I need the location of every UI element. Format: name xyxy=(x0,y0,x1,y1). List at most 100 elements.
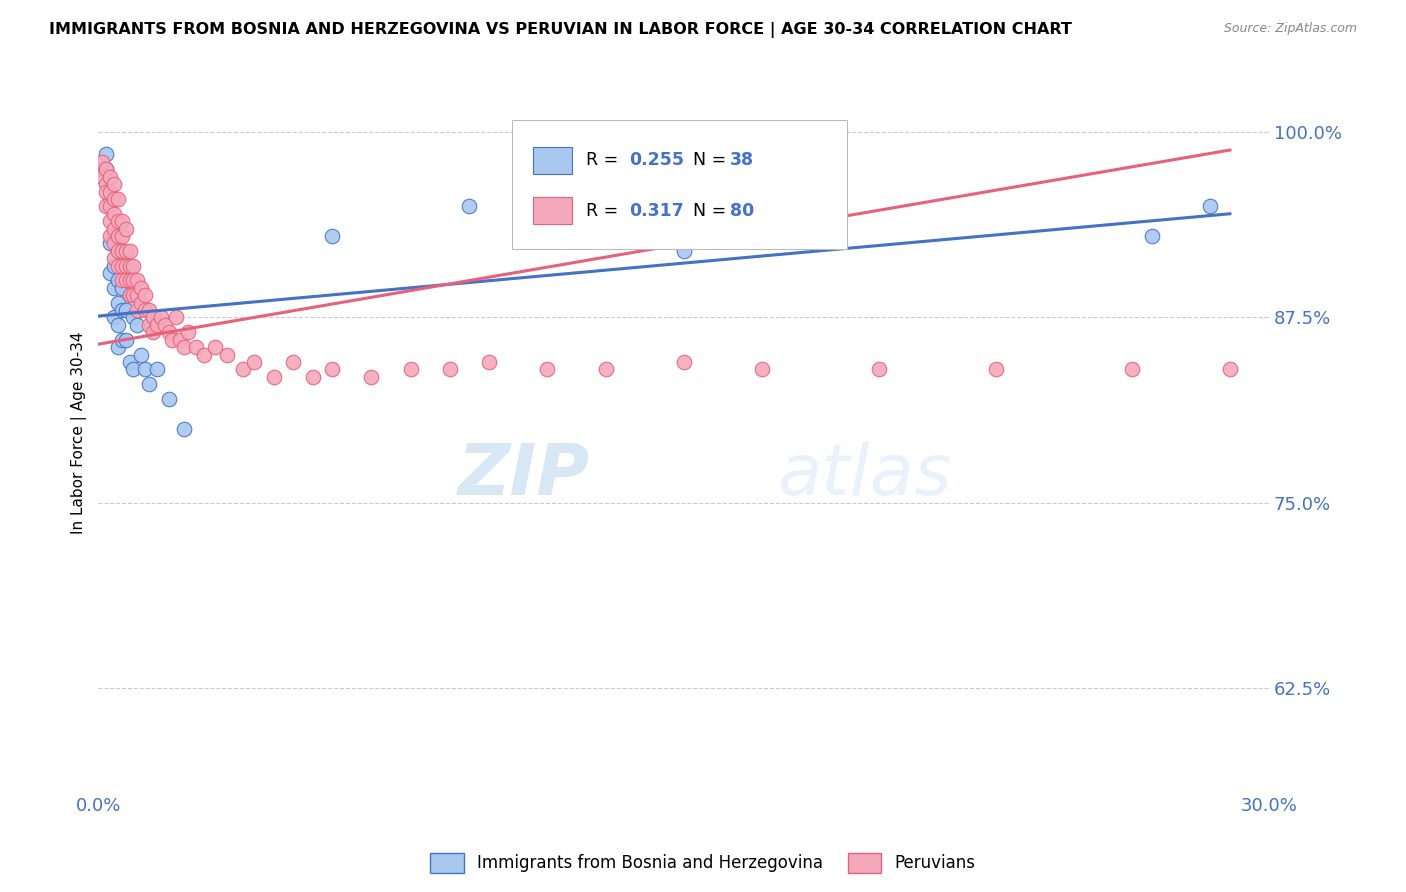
Point xyxy=(111,333,134,347)
Point xyxy=(114,221,136,235)
Point xyxy=(114,259,136,273)
Point xyxy=(98,199,121,213)
Point xyxy=(107,318,129,332)
Point xyxy=(458,199,481,213)
Point xyxy=(107,244,129,258)
Point xyxy=(153,318,176,332)
Point xyxy=(146,362,169,376)
Point xyxy=(302,369,325,384)
Point xyxy=(98,236,121,251)
Point xyxy=(111,251,134,265)
Point xyxy=(111,229,134,244)
Point xyxy=(142,310,165,325)
Point xyxy=(98,169,121,184)
Legend: Immigrants from Bosnia and Herzegovina, Peruvians: Immigrants from Bosnia and Herzegovina, … xyxy=(423,847,983,880)
Point xyxy=(243,355,266,369)
Point xyxy=(111,281,134,295)
Point xyxy=(107,229,129,244)
Point xyxy=(477,355,499,369)
Point xyxy=(96,147,118,161)
Point xyxy=(118,259,141,273)
Point xyxy=(399,362,422,376)
Point xyxy=(127,318,149,332)
Point xyxy=(672,355,695,369)
Point xyxy=(111,303,134,318)
Text: 0.317: 0.317 xyxy=(628,202,683,219)
Point xyxy=(1140,229,1163,244)
Point xyxy=(595,362,617,376)
Point xyxy=(96,162,118,177)
Point xyxy=(1219,362,1241,376)
Point xyxy=(321,229,343,244)
Point xyxy=(138,318,160,332)
Point xyxy=(107,340,129,354)
Point xyxy=(162,333,184,347)
Point xyxy=(173,340,195,354)
Point xyxy=(111,214,134,228)
Text: N =: N = xyxy=(682,152,733,169)
Point xyxy=(184,340,207,354)
Point xyxy=(111,273,134,287)
Point xyxy=(98,214,121,228)
Text: N =: N = xyxy=(682,202,733,219)
Point xyxy=(96,162,118,177)
Point xyxy=(96,199,118,213)
Point xyxy=(142,326,165,340)
Point xyxy=(103,259,125,273)
Point xyxy=(103,281,125,295)
Point xyxy=(103,310,125,325)
Point xyxy=(122,362,145,376)
Point xyxy=(122,310,145,325)
Point xyxy=(114,273,136,287)
Point xyxy=(114,333,136,347)
Point xyxy=(91,154,114,169)
Point xyxy=(118,244,141,258)
Point xyxy=(114,273,136,287)
Point xyxy=(672,244,695,258)
Point xyxy=(107,192,129,206)
Point xyxy=(177,326,200,340)
Text: ZIP: ZIP xyxy=(458,441,591,510)
Point xyxy=(129,347,152,361)
Point xyxy=(751,362,773,376)
Point xyxy=(91,162,114,177)
Point xyxy=(114,303,136,318)
Text: R =: R = xyxy=(586,202,624,219)
Point xyxy=(149,310,172,325)
Point xyxy=(107,214,129,228)
Point xyxy=(321,362,343,376)
Point xyxy=(165,310,187,325)
Text: 0.255: 0.255 xyxy=(628,152,683,169)
Point xyxy=(129,295,152,310)
Point xyxy=(204,340,226,354)
Text: IMMIGRANTS FROM BOSNIA AND HERZEGOVINA VS PERUVIAN IN LABOR FORCE | AGE 30-34 CO: IMMIGRANTS FROM BOSNIA AND HERZEGOVINA V… xyxy=(49,22,1073,38)
Text: 80: 80 xyxy=(730,202,754,219)
Point xyxy=(984,362,1007,376)
Point xyxy=(103,251,125,265)
Point xyxy=(1121,362,1143,376)
Point xyxy=(103,192,125,206)
Point xyxy=(96,185,118,199)
Text: 38: 38 xyxy=(730,152,754,169)
Point xyxy=(111,244,134,258)
Point xyxy=(283,355,305,369)
Point xyxy=(98,185,121,199)
Point xyxy=(129,281,152,295)
Point xyxy=(91,169,114,184)
Text: atlas: atlas xyxy=(778,441,952,510)
Point xyxy=(103,207,125,221)
Text: R =: R = xyxy=(586,152,624,169)
Point xyxy=(122,259,145,273)
Point xyxy=(193,347,215,361)
Point xyxy=(96,177,118,191)
Point xyxy=(127,303,149,318)
Point xyxy=(107,273,129,287)
Point xyxy=(217,347,239,361)
Point xyxy=(107,295,129,310)
Point xyxy=(107,259,129,273)
Point xyxy=(134,288,156,302)
Point xyxy=(107,244,129,258)
Point xyxy=(263,369,285,384)
Point xyxy=(232,362,254,376)
Point xyxy=(169,333,191,347)
